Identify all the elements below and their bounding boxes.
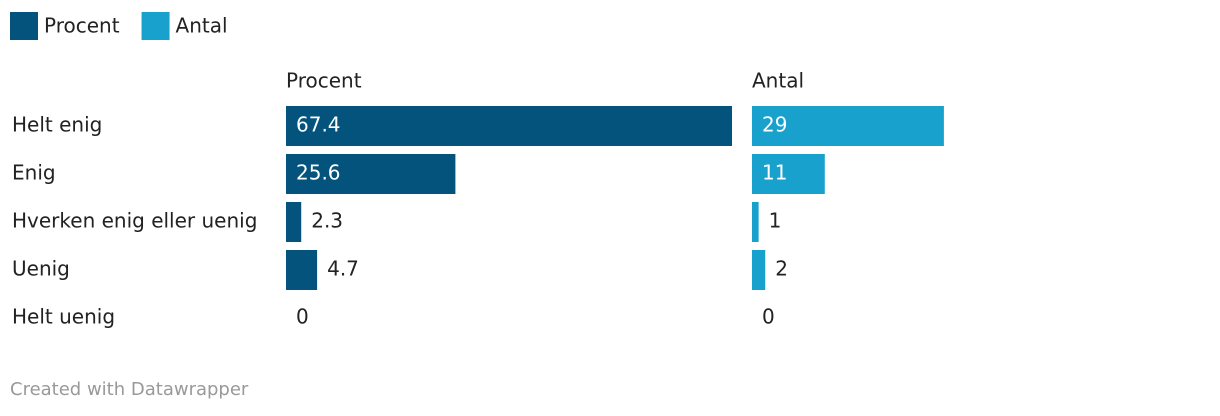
value-label: 2.3: [311, 209, 343, 233]
bar: [752, 250, 766, 290]
legend-label: Procent: [44, 14, 120, 38]
column-header: Antal: [752, 69, 804, 93]
column-header: Procent: [286, 69, 362, 93]
value-label: 1: [769, 209, 782, 233]
credit: Created with Datawrapper: [10, 379, 249, 400]
value-label: 0: [762, 305, 775, 329]
bar: [286, 250, 318, 290]
category-label: Helt uenig: [12, 305, 115, 329]
bar: [286, 106, 732, 146]
legend-swatch: [141, 12, 170, 40]
legend-swatch: [10, 12, 38, 40]
bar: [286, 154, 456, 194]
bar: [752, 202, 759, 242]
category-label: Helt enig: [12, 113, 102, 137]
category-label: Hverken enig eller uenig: [12, 209, 257, 233]
bar: [752, 106, 944, 146]
value-label: 25.6: [296, 161, 341, 185]
category-label: Enig: [12, 161, 56, 185]
bar: [286, 202, 302, 242]
value-label: 11: [762, 161, 787, 185]
value-label: 67.4: [296, 113, 341, 137]
legend-label: Antal: [176, 14, 228, 38]
value-label: 4.7: [327, 257, 359, 281]
value-label: 0: [296, 305, 309, 329]
value-label: 29: [762, 113, 787, 137]
category-label: Uenig: [12, 257, 70, 281]
bar: [752, 154, 825, 194]
value-label: 2: [775, 257, 788, 281]
